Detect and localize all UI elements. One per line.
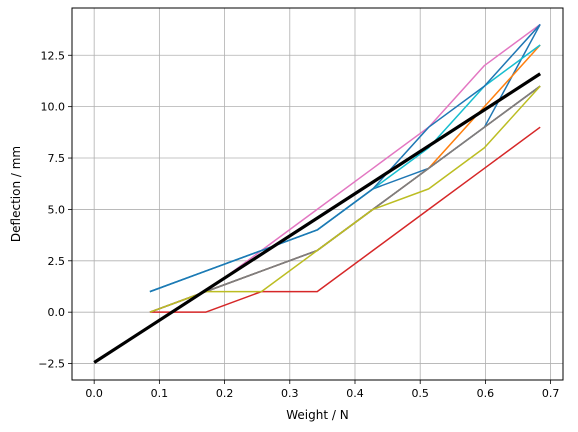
x-tick-label: 0.7 bbox=[542, 387, 560, 400]
fit-line bbox=[93, 72, 542, 364]
y-tick-label: 7.5 bbox=[48, 152, 66, 165]
y-tick-label: 5.0 bbox=[48, 203, 66, 216]
x-tick-label: 0.1 bbox=[151, 387, 169, 400]
x-tick-label: 0.2 bbox=[216, 387, 234, 400]
y-tick-label: 2.5 bbox=[48, 255, 66, 268]
y-tick-label: −2.5 bbox=[38, 358, 65, 371]
x-axis-label: Weight / N bbox=[286, 408, 348, 422]
x-tick-label: 0.4 bbox=[346, 387, 364, 400]
series-line-11 bbox=[149, 23, 541, 293]
plot-frame bbox=[71, 7, 564, 381]
x-tick-label: 0.0 bbox=[85, 387, 103, 400]
series-layer bbox=[149, 23, 541, 313]
series-line-9 bbox=[149, 85, 541, 313]
series-line-4 bbox=[149, 126, 541, 313]
y-axis-label: Deflection / mm bbox=[9, 146, 23, 242]
y-tick-label: 0.0 bbox=[48, 306, 66, 319]
x-tick-label: 0.3 bbox=[281, 387, 299, 400]
y-tick-label: 10.0 bbox=[41, 101, 66, 114]
tick-layer: 0.0 0.1 0.2 0.3 0.4 0.5 0.6 0.7 −2.5 0.0 2.5 5.0 7.5… bbox=[38, 49, 559, 400]
series-line-7 bbox=[149, 23, 541, 313]
grid-layer bbox=[72, 8, 563, 380]
y-tick-label: 12.5 bbox=[41, 49, 66, 62]
series-line-2 bbox=[149, 44, 541, 313]
fit-line-layer bbox=[93, 72, 542, 364]
x-tick-label: 0.5 bbox=[411, 387, 429, 400]
x-tick-label: 0.6 bbox=[477, 387, 495, 400]
series-line-10 bbox=[149, 44, 541, 293]
